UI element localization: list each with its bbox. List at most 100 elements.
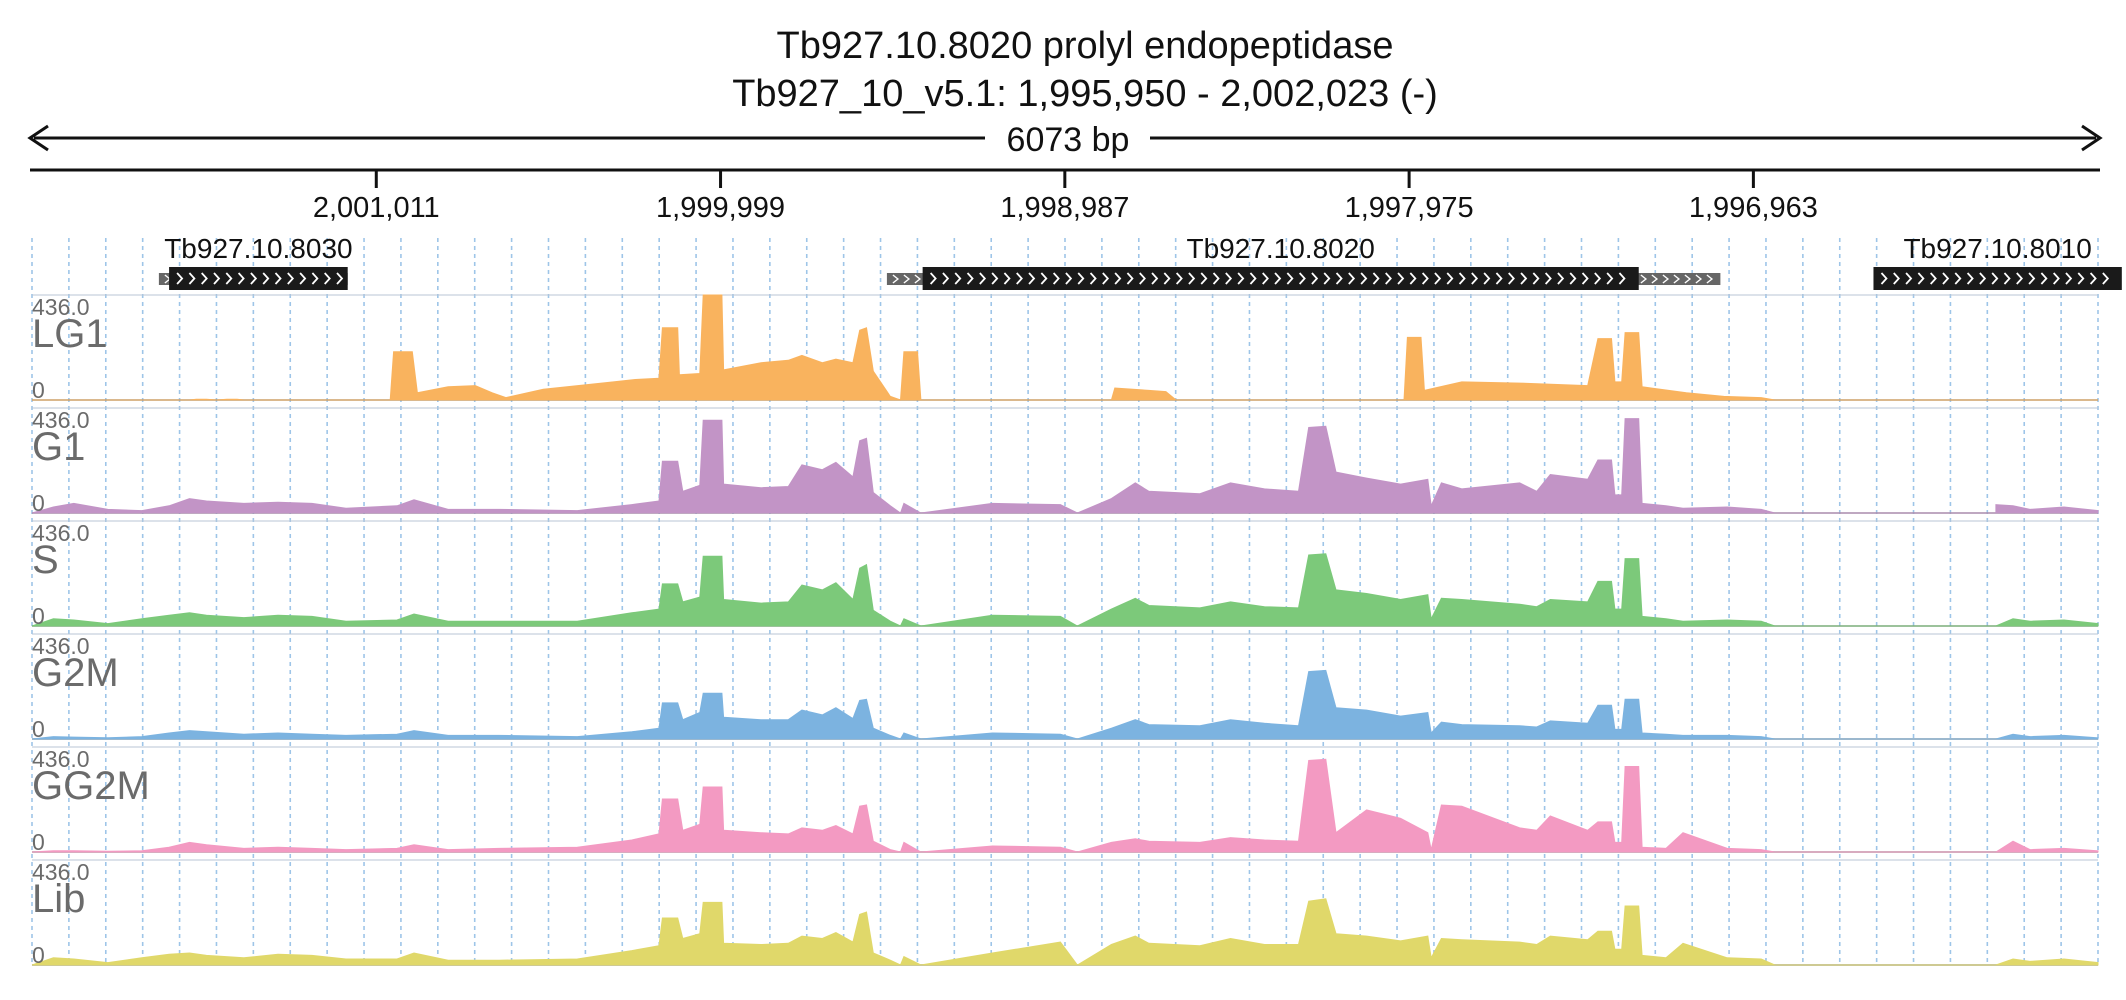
strand-arrow-icon — [188, 272, 196, 285]
strand-arrow-icon — [1917, 272, 1925, 285]
strand-arrow-icon — [1544, 272, 1552, 285]
scale-max-label: 436.0 — [32, 407, 90, 433]
strand-arrow-icon — [1028, 272, 1036, 285]
strand-arrow-icon — [1298, 272, 1306, 285]
strand-arrow-icon — [1880, 272, 1888, 285]
strand-arrow-icon — [2040, 272, 2048, 285]
header: Tb927.10.8020 prolyl endopeptidase Tb927… — [732, 25, 1438, 115]
strand-arrow-icon — [262, 272, 270, 285]
strand-arrow-icon — [1508, 272, 1515, 285]
strand-arrow-icon — [336, 272, 344, 285]
strand-arrow-icon — [1942, 272, 1950, 285]
strand-arrow-icon — [1348, 272, 1356, 285]
strand-arrow-icon — [1532, 272, 1540, 285]
strand-arrow-icon — [1262, 272, 1269, 285]
strand-arrow-icon — [1274, 272, 1282, 285]
strand-arrow-icon — [1557, 272, 1565, 285]
track-name: Lib — [32, 877, 85, 921]
coverage-tracks: 436.0LG10436.0G10436.0S0436.0G2M0436.0GG… — [31, 294, 2099, 968]
strand-arrow-icon — [1175, 272, 1183, 285]
coverage-area — [31, 758, 2099, 853]
strand-arrow-icon — [2102, 272, 2110, 285]
strand-arrow-icon — [1651, 274, 1659, 284]
gene-cds — [169, 267, 348, 290]
strand-arrow-icon — [1323, 272, 1331, 285]
strand-arrow-icon — [1397, 272, 1405, 285]
scale-max-label: 436.0 — [32, 294, 90, 320]
track-name: G2M — [32, 651, 119, 695]
coverage-area — [31, 898, 2099, 966]
track-name: GG2M — [32, 764, 150, 808]
strand-arrow-icon — [966, 272, 974, 285]
strand-arrow-icon — [213, 272, 221, 285]
strand-arrow-icon — [250, 272, 258, 285]
span-length: 6073 bp — [1007, 121, 1130, 159]
ruler-tick-label: 1,999,999 — [656, 192, 785, 224]
strand-arrow-icon — [287, 272, 295, 285]
strand-arrow-icon — [1360, 272, 1368, 285]
strand-arrow-icon — [1102, 272, 1110, 285]
strand-arrow-icon — [2077, 272, 2085, 285]
coverage-area — [31, 418, 2099, 514]
ruler-tick-label: 1,998,987 — [1000, 192, 1129, 224]
gene-annotation-track: Tb927.10.8030 Tb927.10.8020 Tb927.10.8010 — [158, 233, 2122, 290]
gridlines — [31, 238, 2099, 962]
coverage-track: 436.0S 0 — [31, 520, 2099, 629]
strand-arrow-icon — [1905, 272, 1913, 285]
strand-arrow-icon — [1151, 272, 1159, 285]
ruler-tick-label: 1,997,975 — [1345, 192, 1474, 224]
strand-arrow-icon — [1237, 272, 1245, 285]
strand-arrow-icon — [1581, 272, 1589, 285]
gene-name: Tb927.10.8010 — [1903, 233, 2091, 264]
strand-arrow-icon — [1684, 274, 1692, 284]
coordinate-ruler: 2,001,011 1,999,999 1,998,987 1,997,975 1,99… — [30, 168, 2100, 224]
strand-arrow-icon — [1991, 272, 1999, 285]
strand-arrow-icon — [954, 272, 962, 285]
scale-max-label: 436.0 — [32, 746, 90, 772]
left-arrow-icon — [27, 124, 49, 152]
strand-arrow-icon — [1495, 272, 1503, 285]
strand-arrow-icon — [1114, 272, 1122, 285]
strand-arrow-icon — [1311, 272, 1319, 285]
gene-feature[interactable]: Tb927.10.8010 — [1873, 233, 2122, 290]
strand-arrow-icon — [2003, 272, 2011, 285]
strand-arrow-icon — [1662, 274, 1670, 284]
strand-arrow-icon — [1706, 274, 1714, 284]
strand-arrow-icon — [2053, 272, 2060, 285]
strand-arrow-icon — [1966, 272, 1974, 285]
strand-arrow-icon — [311, 272, 319, 285]
scale-min-label: 0 — [32, 716, 45, 742]
gene-name: Tb927.10.8030 — [164, 233, 352, 264]
scale-max-label: 436.0 — [32, 633, 90, 659]
strand-arrow-icon — [237, 272, 245, 285]
gene-feature[interactable]: Tb927.10.8030 — [158, 233, 353, 290]
strand-arrow-icon — [1040, 272, 1048, 285]
strand-arrow-icon — [1200, 272, 1208, 285]
strand-arrow-icon — [1003, 272, 1011, 285]
strand-arrow-icon — [176, 272, 184, 285]
gene-title: Tb927.10.8020 prolyl endopeptidase — [777, 25, 1394, 67]
strand-arrow-icon — [1606, 272, 1614, 285]
strand-arrow-icon — [1335, 272, 1343, 285]
gene-feature[interactable]: Tb927.10.8020 — [886, 233, 1721, 290]
track-name: S — [32, 538, 59, 582]
strand-arrow-icon — [274, 272, 282, 285]
strand-arrow-icon — [1695, 274, 1703, 284]
right-arrow-icon — [2081, 124, 2103, 152]
strand-arrow-icon — [942, 272, 950, 285]
strand-arrow-icon — [1409, 272, 1417, 285]
strand-arrow-icon — [1483, 272, 1491, 285]
strand-arrow-icon — [1640, 274, 1648, 284]
coverage-area — [31, 553, 2099, 627]
strand-arrow-icon — [1372, 272, 1380, 285]
strand-arrow-icon — [903, 274, 911, 284]
strand-arrow-icon — [979, 272, 987, 285]
ruler-ticks: 2,001,011 1,999,999 1,998,987 1,997,975 1,99… — [313, 170, 1818, 224]
strand-arrow-icon — [1893, 272, 1900, 285]
strand-arrow-icon — [1930, 272, 1937, 285]
strand-arrow-icon — [1446, 272, 1454, 285]
strand-arrow-icon — [2065, 272, 2073, 285]
strand-arrow-icon — [2089, 272, 2097, 285]
